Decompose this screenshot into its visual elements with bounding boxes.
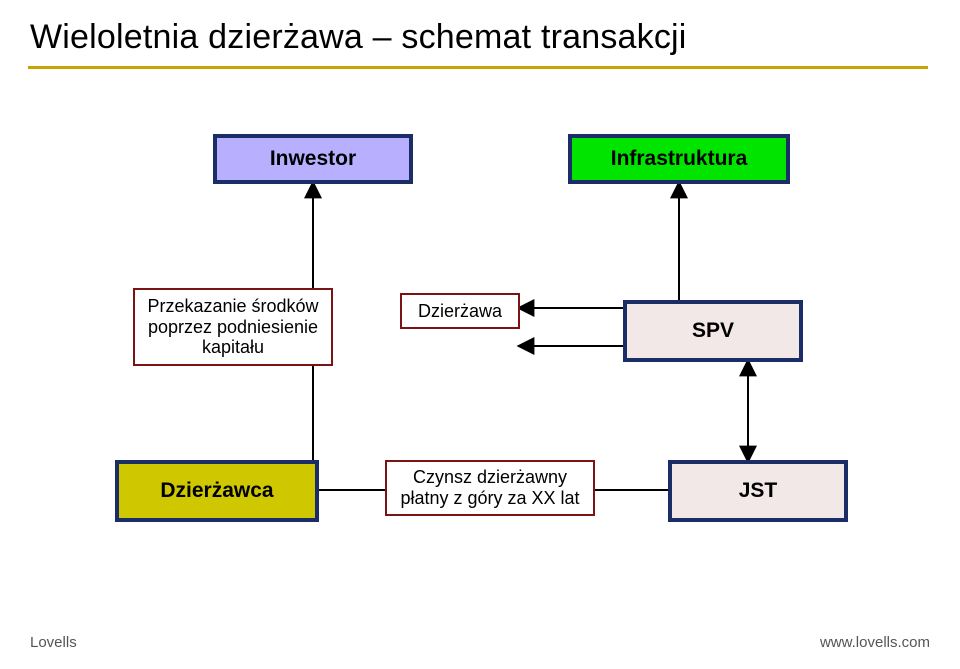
footer-right: www.lovells.com — [820, 634, 930, 651]
label-dzierzawa: Dzierżawa — [400, 293, 520, 329]
title-underline — [28, 66, 928, 69]
page-title: Wieloletnia dzierżawa – schemat transakc… — [30, 18, 687, 57]
node-dzierzawca: Dzierżawca — [115, 460, 319, 522]
node-inwestor: Inwestor — [213, 134, 413, 184]
label-czynsz: Czynsz dzierżawnypłatny z góry za XX lat — [385, 460, 595, 516]
node-jst: JST — [668, 460, 848, 522]
label-przekazanie: Przekazanie środkówpoprzez podniesieniek… — [133, 288, 333, 366]
node-infrastruktura: Infrastruktura — [568, 134, 790, 184]
footer-left: Lovells — [30, 634, 77, 651]
node-spv: SPV — [623, 300, 803, 362]
